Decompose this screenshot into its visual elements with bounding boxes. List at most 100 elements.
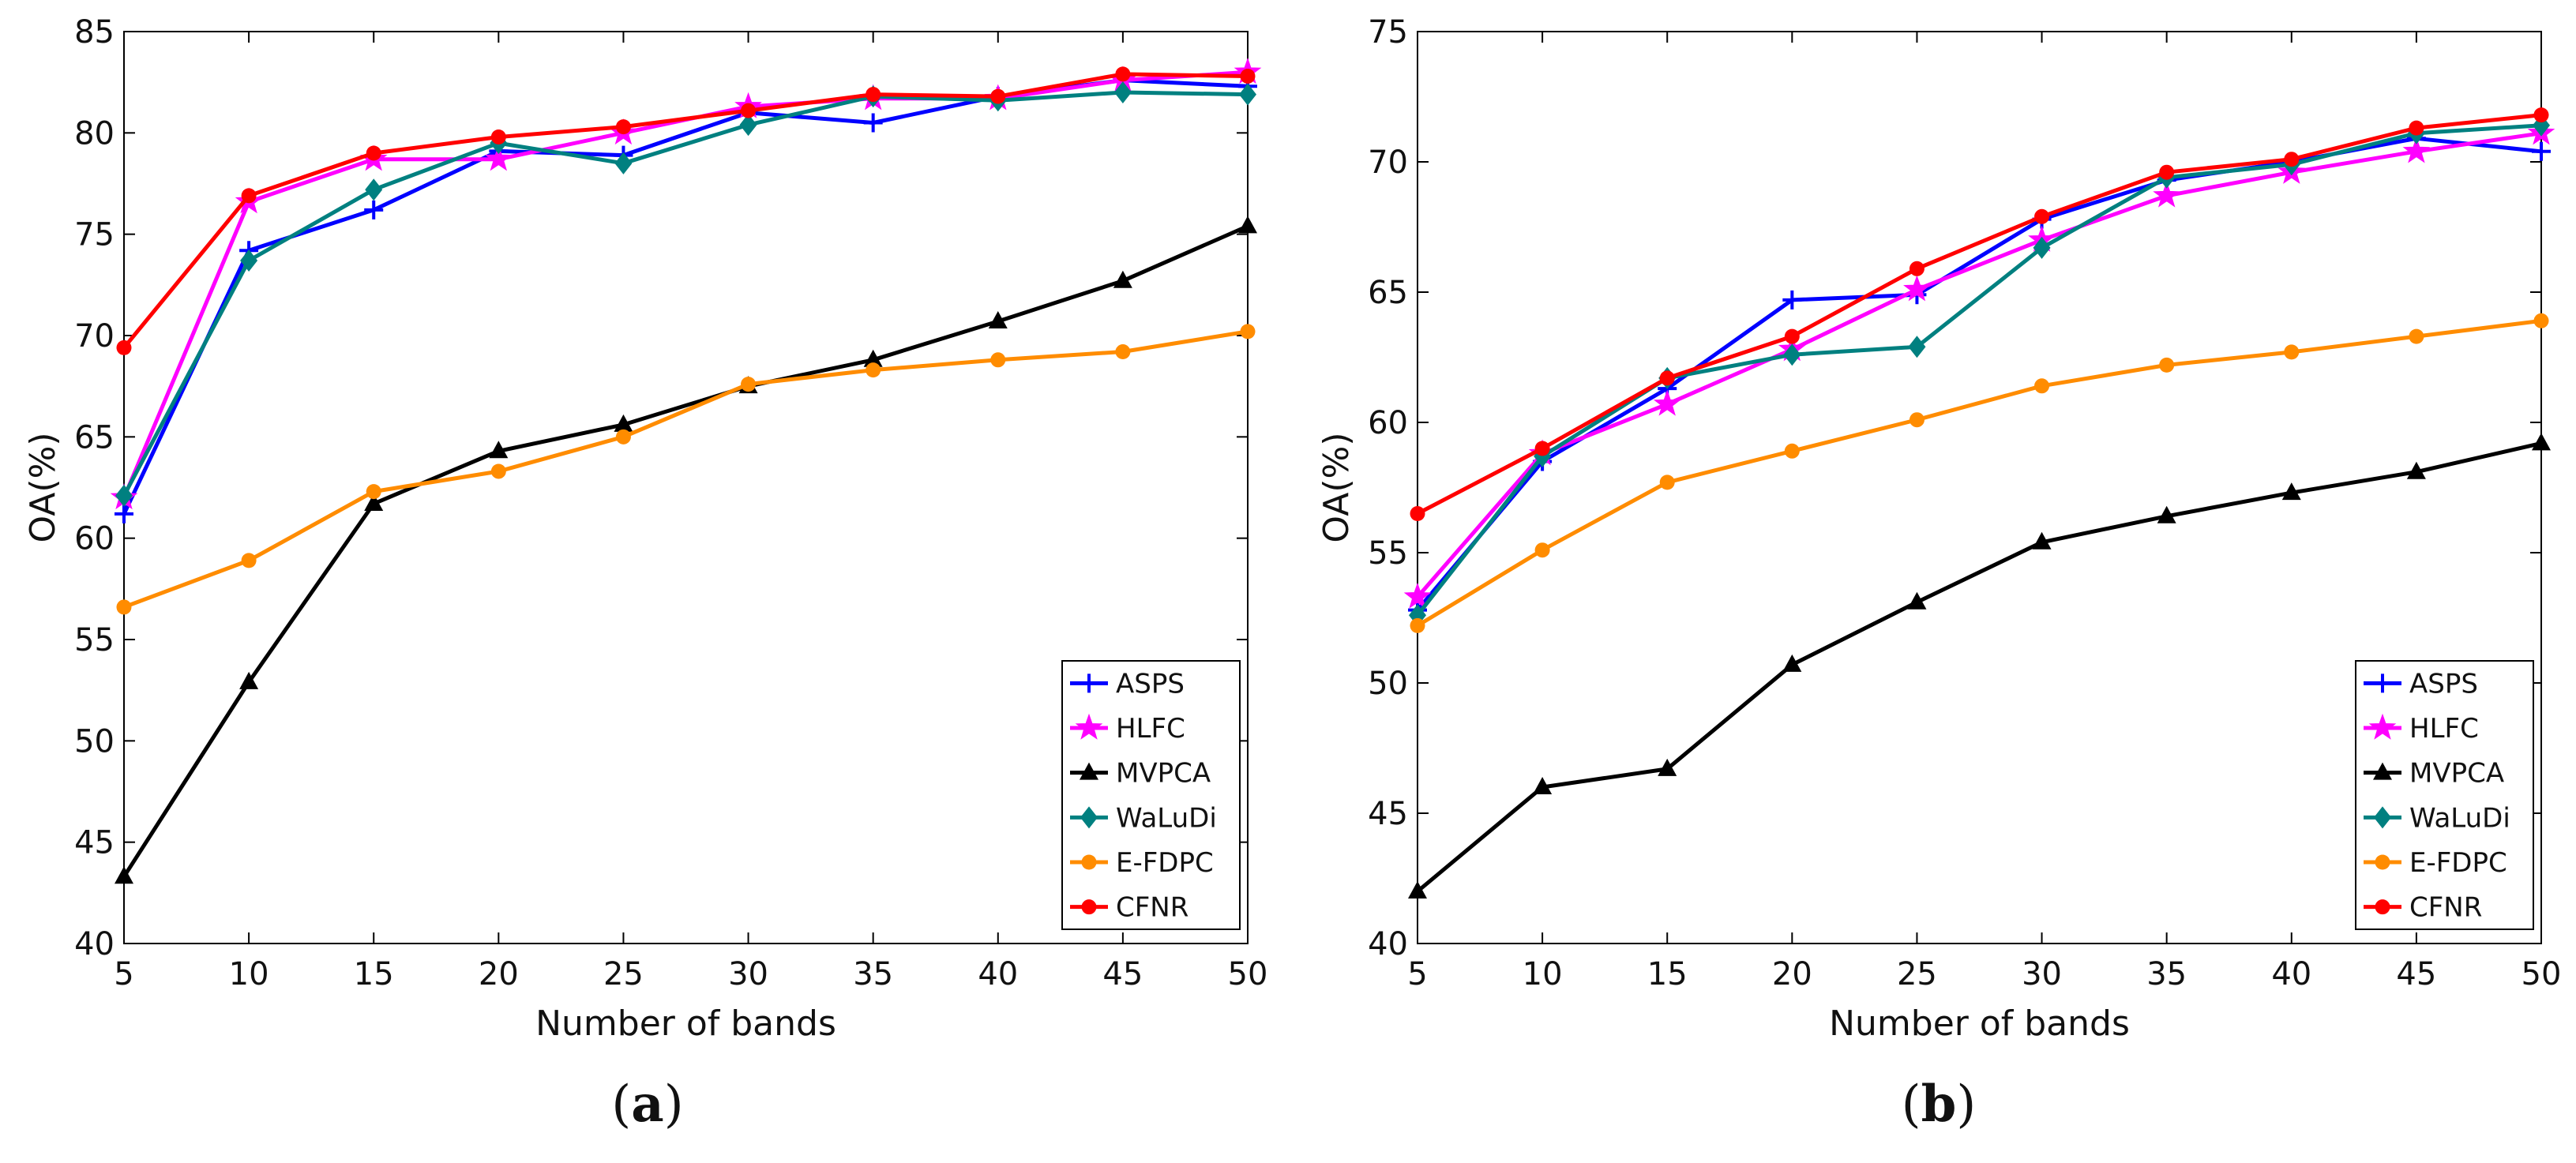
y-tick-label: 65 [1368, 275, 1408, 311]
panel-caption: (a) [611, 1075, 683, 1134]
data-point-mvpca [988, 311, 1008, 329]
data-point-e-fdpc [2159, 357, 2175, 373]
data-point-e-fdpc [866, 362, 881, 378]
data-point-waludi [614, 152, 633, 174]
x-tick-label: 35 [853, 956, 893, 992]
x-tick-label: 10 [1523, 956, 1563, 992]
legend-marker-e-fdpc [2375, 854, 2390, 870]
data-point-mvpca [489, 441, 509, 459]
data-point-mvpca [1907, 591, 1927, 610]
series-line-e-fdpc [1416, 318, 2542, 628]
legend-box [2355, 660, 2534, 930]
data-point-cfnr [615, 119, 631, 135]
data-point-waludi [739, 114, 757, 137]
data-point-waludi [1113, 81, 1132, 103]
x-tick-label: 40 [2271, 956, 2311, 992]
data-point-mvpca [2281, 482, 2301, 501]
data-point-hlfc [2402, 137, 2431, 163]
data-point-cfnr [866, 87, 881, 103]
x-tick-label: 10 [229, 956, 269, 992]
data-point-cfnr [2284, 152, 2300, 167]
series-cfnr [116, 66, 1256, 355]
data-point-e-fdpc [1240, 324, 1256, 340]
data-point-e-fdpc [1784, 443, 1800, 459]
data-point-mvpca [1782, 654, 1802, 672]
legend-label-hlfc: HLFC [1116, 713, 1185, 745]
data-point-mvpca [1113, 270, 1132, 288]
data-point-e-fdpc [366, 484, 381, 500]
data-point-e-fdpc [2409, 328, 2424, 344]
y-tick-label: 75 [74, 217, 115, 253]
data-point-mvpca [1408, 881, 1427, 899]
data-point-cfnr [366, 145, 381, 161]
series-line-cfnr [1416, 113, 2542, 516]
y-tick-label: 75 [1368, 14, 1408, 51]
data-point-mvpca [2532, 433, 2551, 451]
x-tick-label: 50 [2522, 956, 2562, 992]
legend-marker-cfnr [2375, 899, 2390, 915]
legend-label-cfnr: CFNR [1116, 892, 1188, 924]
x-tick-label: 20 [1772, 956, 1812, 992]
y-tick-label: 80 [74, 115, 115, 152]
data-point-waludi [2033, 236, 2051, 259]
data-point-cfnr [2159, 164, 2175, 180]
data-point-mvpca [1533, 777, 1553, 794]
data-point-cfnr [116, 340, 132, 355]
plot-area-frame [123, 31, 1249, 944]
series-line-waludi [122, 90, 1249, 497]
data-point-cfnr [1784, 328, 1800, 344]
legend-marker-asps [1080, 673, 1098, 693]
x-tick-label: 45 [2396, 956, 2436, 992]
y-tick-label: 45 [74, 825, 115, 861]
y-tick-label: 40 [1368, 926, 1408, 962]
legend-box [1061, 660, 1241, 930]
chart-panel-a: 5 10 15 20 25 30 35 40 45 50 40 45 50 55 60 65 70 75 80 85 N… [23, 14, 1267, 1134]
legend-label-mvpca: MVPCA [1116, 758, 1211, 790]
data-point-asps [863, 113, 883, 133]
x-tick-label: 35 [2146, 956, 2187, 992]
data-point-waludi [1783, 343, 1801, 366]
data-point-e-fdpc [241, 553, 257, 568]
data-point-asps [1782, 290, 1802, 310]
data-point-mvpca [115, 866, 133, 884]
x-tick-label: 45 [1102, 956, 1143, 992]
legend-label-waludi: WaLuDi [1116, 802, 1217, 834]
data-point-e-fdpc [741, 377, 757, 392]
data-point-hlfc [484, 144, 513, 171]
series-mvpca [115, 216, 1257, 884]
data-point-mvpca [614, 414, 633, 432]
data-point-cfnr [2533, 107, 2549, 123]
data-point-cfnr [741, 103, 757, 118]
series-line-e-fdpc [123, 329, 1249, 610]
data-point-cfnr [1909, 261, 1924, 276]
data-point-e-fdpc [1909, 412, 1924, 428]
legend-marker-hlfc [1075, 713, 1103, 740]
data-point-asps [115, 504, 133, 523]
y-tick-label: 55 [74, 622, 115, 658]
legend-label-mvpca: MVPCA [2409, 758, 2504, 790]
series-line-mvpca [1416, 441, 2542, 893]
x-tick-label: 20 [479, 956, 519, 992]
data-point-asps [364, 200, 384, 219]
y-axis-label: OA(%) [1316, 432, 1357, 542]
series-e-fdpc [116, 324, 1256, 615]
data-point-mvpca [2406, 461, 2426, 479]
legend-label-cfnr: CFNR [2409, 892, 2482, 924]
data-point-hlfc [2153, 181, 2181, 208]
series-line-mvpca [122, 224, 1249, 878]
data-point-mvpca [2032, 531, 2052, 550]
series-mvpca [1408, 433, 2551, 899]
data-point-hlfc [1903, 275, 1931, 302]
x-tick-label: 40 [978, 956, 1018, 992]
legend-marker-cfnr [1081, 899, 1097, 915]
legend-label-waludi: WaLuDi [2409, 802, 2510, 834]
y-tick-label: 60 [1368, 405, 1408, 441]
data-point-e-fdpc [1659, 475, 1675, 490]
x-tick-label: 15 [1647, 956, 1688, 992]
data-point-waludi [365, 178, 383, 201]
series-line-cfnr [122, 72, 1249, 349]
data-point-waludi [240, 249, 258, 272]
y-tick-label: 50 [74, 723, 115, 760]
data-point-mvpca [863, 349, 883, 367]
